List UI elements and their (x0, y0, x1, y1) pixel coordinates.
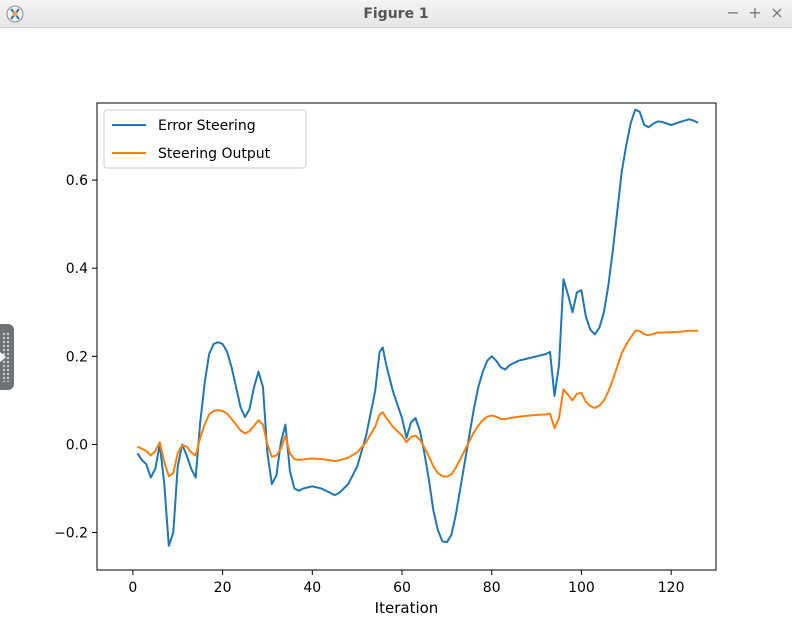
x-tick-label: 120 (658, 580, 685, 596)
plot-area (97, 103, 716, 570)
series-lines (136, 108, 699, 547)
close-button[interactable]: × (770, 3, 784, 22)
expand-arrow-icon (0, 352, 6, 362)
series-line-steering-output (136, 329, 699, 478)
legend-frame (103, 109, 307, 169)
legend-label-error-steering: Error Steering (158, 118, 256, 134)
y-tick-label: 0.6 (66, 173, 88, 189)
y-tick-label: 0.0 (66, 437, 88, 453)
x-tick-label: 0 (128, 580, 137, 596)
grip-dots-icon (2, 332, 10, 382)
side-panel-handle[interactable] (0, 324, 14, 390)
x-axis-label: Iteration (375, 599, 439, 617)
y-tick-label: −0.2 (54, 526, 88, 542)
legend-label-steering-output: Steering Output (158, 146, 271, 162)
legend: Error Steering Steering Output (103, 109, 307, 169)
y-tick-label: 0.2 (66, 349, 88, 365)
x-tick-label: 40 (303, 580, 321, 596)
app-icon (6, 5, 24, 23)
window-controls: − + × (726, 3, 784, 23)
x-tick-label: 80 (483, 580, 501, 596)
x-axis: 0 20 40 60 80 100 120 (128, 570, 685, 596)
x-tick-label: 20 (214, 580, 232, 596)
series-line-error-steering (136, 108, 699, 547)
minimize-button[interactable]: − (726, 3, 740, 22)
y-tick-label: 0.4 (66, 261, 88, 277)
x-tick-label: 100 (568, 580, 595, 596)
x-tick-label: 60 (393, 580, 411, 596)
plot-frame (96, 102, 717, 571)
line-chart: 0 20 40 60 80 100 120 −0.2 0.0 0.2 0.4 0.6 Iterati… (54, 102, 717, 617)
maximize-button[interactable]: + (748, 3, 762, 22)
y-axis: −0.2 0.0 0.2 0.4 0.6 (54, 173, 97, 542)
window-title: Figure 1 (363, 6, 429, 22)
window-titlebar: Figure 1 − + × (0, 0, 792, 28)
